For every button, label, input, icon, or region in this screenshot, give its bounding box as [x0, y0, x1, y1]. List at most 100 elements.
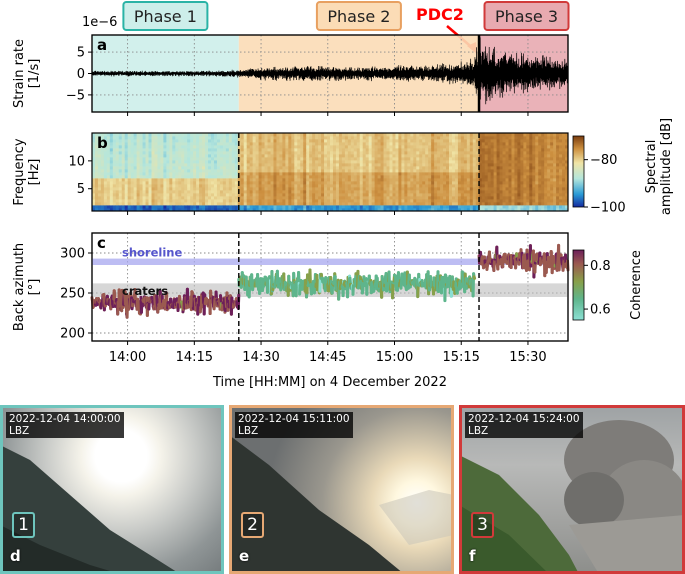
spectrogram-cell — [279, 196, 283, 200]
spectrogram-cell — [350, 151, 355, 155]
spectrogram-cell — [434, 199, 438, 203]
spectrogram-cell — [380, 175, 384, 179]
spectrogram-cell — [145, 184, 149, 188]
spectrogram-cell — [565, 196, 569, 200]
spectrogram-cell — [490, 169, 495, 173]
spectrogram-cell — [407, 172, 411, 176]
spectrogram-cell — [401, 154, 405, 158]
spectrogram-cell — [526, 154, 530, 158]
spectrogram-cell — [556, 157, 560, 161]
spectrogram-cell — [529, 166, 533, 170]
spectrogram-cell — [100, 205, 105, 209]
spectrogram-cell — [121, 139, 126, 143]
spectrogram-cell — [199, 154, 203, 158]
spectrogram-cell — [124, 208, 129, 212]
spectrogram-cell — [449, 202, 453, 206]
spectrogram-cell — [466, 142, 471, 146]
spectrogram-cell — [410, 166, 414, 170]
spectrogram-cell — [463, 151, 468, 155]
spectrogram-cell — [517, 136, 521, 140]
spectrogram-cell — [532, 145, 536, 149]
spectrogram-cell — [350, 157, 355, 161]
spectrogram-cell — [258, 145, 262, 149]
spectrogram-cell — [437, 133, 441, 137]
spectrogram-cell — [437, 163, 441, 167]
spectrogram-cell — [166, 169, 170, 173]
spectrogram-cell — [413, 190, 417, 194]
spectrogram-cell — [255, 172, 260, 176]
spectrogram-cell — [327, 202, 331, 206]
spectrogram-cell — [243, 163, 248, 167]
spectrogram-cell — [356, 163, 361, 167]
spectrogram-cell — [419, 208, 423, 212]
spectrogram-cell — [356, 187, 361, 191]
spectrogram-cell — [318, 202, 322, 206]
spectrogram-cell — [541, 178, 545, 182]
spectrogram-cell — [365, 178, 370, 182]
spectrogram-cell — [538, 145, 542, 149]
spectrogram-cell — [228, 136, 233, 140]
spectrogram-cell — [166, 184, 170, 188]
spectrogram-cell — [94, 154, 99, 158]
spectrogram-cell — [321, 154, 325, 158]
spectrogram-cell — [255, 157, 260, 161]
spectrogram-cell — [240, 133, 245, 137]
spectrogram-cell — [410, 193, 414, 197]
spectrogram-cell — [255, 181, 260, 185]
spectrogram-cell — [484, 142, 489, 146]
spectrogram-cell — [264, 145, 268, 149]
spectrogram-cell — [121, 151, 126, 155]
spectrogram-cell — [216, 142, 221, 146]
spectrogram-cell — [359, 193, 364, 197]
spectrogram-cell — [454, 172, 459, 176]
spectrogram-cell — [532, 187, 536, 191]
spectrogram-cell — [276, 190, 280, 194]
spectrogram-cell — [127, 169, 132, 173]
spectrogram-cell — [368, 175, 373, 179]
spectrogram-cell — [252, 142, 257, 146]
spectrogram-cell — [196, 163, 200, 167]
spectrogram-cell — [472, 184, 477, 188]
spectrogram-cell — [306, 172, 310, 176]
spectrogram-cell — [121, 145, 126, 149]
spectrogram-cell — [344, 172, 349, 176]
spectrogram-cell — [219, 145, 224, 149]
spectrogram-cell — [166, 181, 170, 185]
spectrogram-cell — [359, 151, 364, 155]
spectrogram-cell — [553, 160, 557, 164]
spectrogram-cell — [511, 196, 515, 200]
spectrogram-cell — [172, 193, 176, 197]
spectrogram-cell — [544, 199, 548, 203]
spectrogram-cell — [219, 172, 224, 176]
spectrogram-cell — [237, 193, 242, 197]
spectrogram-cell — [446, 196, 450, 200]
spectrogram-cell — [469, 193, 474, 197]
spectrogram-cell — [261, 169, 265, 173]
spectrogram-cell — [395, 154, 399, 158]
spectrogram-cell — [434, 190, 438, 194]
spectrogram-cell — [517, 139, 521, 143]
spectrogram-cell — [359, 148, 364, 152]
spectrogram-cell — [261, 163, 265, 167]
spectrogram-cell — [261, 196, 265, 200]
spectrogram-cell — [523, 205, 527, 209]
spectrogram-cell — [395, 199, 399, 203]
spectrogram-cell — [324, 190, 328, 194]
spectrogram-cell — [318, 196, 322, 200]
spectrogram-cell — [434, 202, 438, 206]
spectrogram-cell — [490, 142, 495, 146]
spectrogram-cell — [460, 202, 465, 206]
spectrogram-cell — [538, 139, 542, 143]
spectrogram-cell — [428, 196, 432, 200]
spectrogram-cell — [178, 181, 182, 185]
spectrogram-cell — [338, 205, 343, 209]
spectrogram-cell — [276, 193, 280, 197]
spectrogram-cell — [312, 157, 316, 161]
spectrogram-cell — [350, 160, 355, 164]
spectrogram-cell — [228, 202, 233, 206]
spectrogram-cell — [538, 148, 542, 152]
spectrogram-cell — [273, 187, 277, 191]
spectrogram-cell — [493, 163, 498, 167]
spectrogram-cell — [341, 196, 346, 200]
spectrogram-cell — [213, 196, 218, 200]
